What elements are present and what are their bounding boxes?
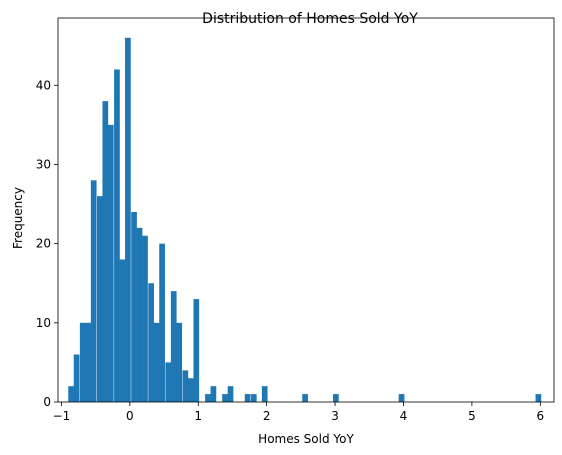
- histogram-bar: [170, 291, 177, 402]
- histogram-bar: [136, 227, 143, 402]
- x-tick-label: 1: [194, 409, 202, 423]
- histogram-bar: [96, 196, 103, 402]
- x-axis-label: Homes Sold YoY: [258, 432, 354, 446]
- histogram-bar: [119, 259, 126, 402]
- y-tick-label: 10: [36, 316, 51, 330]
- histogram-bar: [187, 378, 194, 402]
- histogram-bar: [244, 394, 251, 402]
- histogram-bar: [222, 394, 228, 402]
- histogram-bar: [131, 211, 137, 402]
- histogram-bar: [79, 322, 86, 402]
- x-tick-label: 4: [400, 409, 408, 423]
- histogram-bar: [302, 394, 308, 402]
- histogram-bar: [193, 299, 200, 402]
- x-tick-label: 2: [263, 409, 271, 423]
- x-tick-label: 6: [536, 409, 544, 423]
- histogram-bar: [107, 124, 114, 402]
- histogram-bar: [73, 354, 80, 402]
- histogram-bar: [250, 394, 257, 402]
- y-axis-label: Frequency: [11, 187, 25, 249]
- histogram-bar: [148, 283, 155, 402]
- plot-frame: [57, 17, 555, 403]
- histogram-bar: [210, 386, 217, 402]
- histogram-bar: [125, 37, 131, 402]
- histogram-bar: [227, 386, 234, 402]
- chart-title: Distribution of Homes Sold YoY: [202, 11, 418, 27]
- y-tick-label: 40: [36, 78, 51, 92]
- x-tick-label: −1: [53, 409, 71, 423]
- histogram-bar: [85, 322, 92, 402]
- histogram-bar: [159, 243, 165, 402]
- x-axis-ticks: −1 0 1 2 3 4 5 6: [53, 402, 544, 423]
- y-tick-label: 20: [36, 237, 51, 251]
- histogram-bar: [68, 386, 74, 402]
- histogram-bar: [142, 235, 148, 402]
- y-tick-label: 0: [43, 395, 51, 409]
- histogram-bar: [182, 370, 189, 402]
- histogram-bar: [205, 394, 211, 402]
- histogram-bar: [333, 394, 339, 402]
- histogram-bar: [261, 386, 268, 402]
- histogram-bar: [153, 322, 160, 402]
- histogram-bar: [176, 322, 183, 402]
- x-tick-label: 0: [126, 409, 134, 423]
- histogram-bar: [102, 101, 109, 402]
- histogram-bar: [90, 180, 97, 402]
- histogram-bar: [398, 394, 405, 402]
- bars-group: [68, 37, 542, 402]
- y-tick-label: 30: [36, 157, 51, 171]
- histogram-bar: [535, 394, 542, 402]
- x-tick-label: 3: [331, 409, 339, 423]
- histogram-bar: [165, 362, 172, 402]
- histogram-bar: [114, 69, 120, 402]
- y-axis-ticks: 0 10 20 30 40: [36, 78, 58, 409]
- x-tick-label: 5: [468, 409, 476, 423]
